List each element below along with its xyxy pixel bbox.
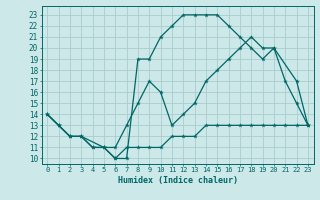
X-axis label: Humidex (Indice chaleur): Humidex (Indice chaleur) — [118, 176, 237, 185]
